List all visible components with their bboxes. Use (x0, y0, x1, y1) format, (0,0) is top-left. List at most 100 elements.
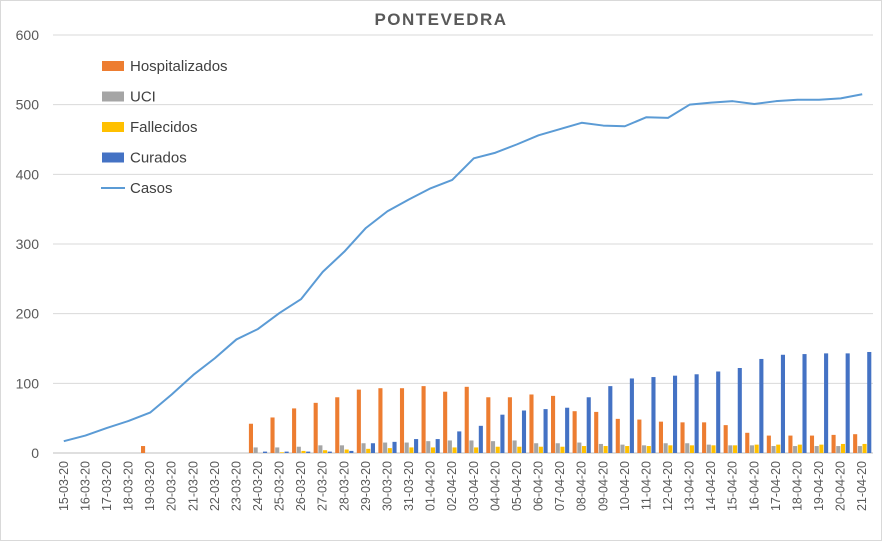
x-tick-label: 15-04-20 (726, 461, 740, 511)
bar-hospitalizados (248, 423, 253, 453)
bar-fallecidos (689, 445, 694, 453)
x-tick-label: 09-04-20 (596, 461, 610, 511)
bar-uci (361, 443, 366, 453)
bar-curados (802, 354, 807, 453)
bar-series-group (141, 351, 872, 453)
bar-fallecidos (301, 450, 306, 453)
x-tick-label: 31-03-20 (402, 461, 416, 511)
bar-hospitalizados (464, 386, 469, 453)
y-axis-ticks: 0 100 200 300 400 500 600 (16, 27, 40, 461)
bar-uci (426, 441, 431, 453)
x-tick-label: 24-03-20 (251, 461, 265, 511)
x-tick-label: 20-03-20 (165, 461, 179, 511)
bar-curados (565, 407, 570, 453)
bar-hospitalizados (399, 388, 405, 453)
bar-fallecidos (495, 446, 500, 453)
x-tick-label: 07-04-20 (553, 461, 567, 511)
x-tick-label: 29-03-20 (359, 461, 373, 511)
bar-curados (673, 375, 678, 453)
x-tick-label: 25-03-20 (273, 461, 287, 511)
bar-hospitalizados (809, 435, 815, 453)
bar-hospitalizados (486, 397, 491, 453)
bar-uci (296, 446, 301, 453)
bar-curados (824, 353, 829, 453)
x-tick-label: 18-04-20 (790, 461, 804, 511)
x-tick-label: 23-03-20 (229, 461, 243, 511)
bar-hospitalizados (421, 386, 426, 453)
bar-fallecidos (344, 449, 349, 453)
x-tick-label: 01-04-20 (424, 461, 438, 511)
bar-curados (716, 371, 721, 453)
bar-curados (694, 374, 699, 453)
x-tick-label: 15-03-20 (57, 461, 71, 511)
x-tick-label: 16-03-20 (78, 461, 92, 511)
bar-curados (306, 451, 311, 453)
bar-curados (651, 377, 656, 453)
x-tick-label: 21-04-20 (855, 461, 869, 511)
bar-uci (490, 441, 496, 453)
bar-uci (749, 445, 755, 453)
bar-hospitalizados (723, 425, 728, 453)
bar-hospitalizados (831, 434, 836, 453)
legend-swatch-fallecidos (102, 122, 124, 132)
bar-hospitalizados (551, 395, 556, 453)
bar-fallecidos (323, 450, 328, 453)
bar-fallecidos (819, 444, 824, 453)
x-tick-label: 27-03-20 (316, 461, 330, 511)
bar-fallecidos (581, 446, 587, 453)
bar-hospitalizados (702, 422, 707, 453)
bar-fallecidos (862, 443, 867, 453)
y-tick-label: 500 (16, 97, 40, 113)
bar-hospitalizados (658, 421, 663, 453)
x-axis-ticks: 15-03-20 16-03-20 17-03-20 18-03-20 19-03-20… (57, 461, 869, 511)
bar-hospitalizados (443, 391, 448, 453)
bar-hospitalizados (378, 388, 383, 453)
bar-uci (663, 443, 668, 453)
bar-hospitalizados (335, 397, 340, 453)
x-tick-label: 21-03-20 (186, 461, 200, 511)
bar-curados (608, 386, 613, 453)
x-tick-label: 20-04-20 (834, 461, 848, 511)
grid-lines (53, 34, 873, 454)
legend-label-casos: Casos (130, 180, 173, 197)
y-tick-label: 100 (16, 375, 40, 391)
y-tick-label: 0 (31, 445, 39, 461)
bar-uci (814, 446, 819, 453)
x-tick-label: 10-04-20 (618, 461, 632, 511)
bar-curados (759, 358, 764, 453)
bar-fallecidos (625, 446, 630, 453)
legend-label-hospitalizados: Hospitalizados (130, 58, 228, 75)
y-tick-label: 200 (16, 306, 40, 322)
bar-hospitalizados (292, 408, 297, 453)
bar-uci (685, 443, 690, 453)
bar-curados (435, 439, 440, 453)
y-tick-label: 400 (16, 166, 40, 182)
line-casos (63, 93, 863, 443)
bar-curados (414, 439, 419, 453)
bar-hospitalizados (766, 435, 771, 453)
x-tick-label: 30-03-20 (380, 461, 394, 511)
bar-hospitalizados (615, 418, 620, 453)
legend-label-curados: Curados (130, 150, 187, 167)
bar-hospitalizados (141, 446, 146, 453)
bar-fallecidos (754, 444, 759, 453)
x-tick-label: 18-03-20 (122, 461, 136, 511)
bar-uci (447, 440, 452, 453)
bar-uci (620, 444, 625, 453)
bar-uci (642, 445, 647, 453)
bar-hospitalizados (529, 394, 534, 453)
x-tick-label: 14-04-20 (704, 461, 718, 511)
bar-fallecidos (452, 447, 457, 453)
bar-curados (370, 443, 375, 453)
bar-uci (577, 442, 582, 453)
bar-uci (469, 440, 474, 453)
x-tick-label: 26-03-20 (294, 461, 308, 511)
bar-fallecidos (603, 446, 608, 453)
bar-hospitalizados (853, 434, 858, 453)
legend-swatch-hospitalizados (102, 61, 124, 71)
x-tick-label: 11-04-20 (639, 461, 653, 510)
bar-uci (383, 442, 388, 453)
x-tick-label: 28-03-20 (337, 461, 351, 511)
bar-uci (793, 446, 798, 453)
